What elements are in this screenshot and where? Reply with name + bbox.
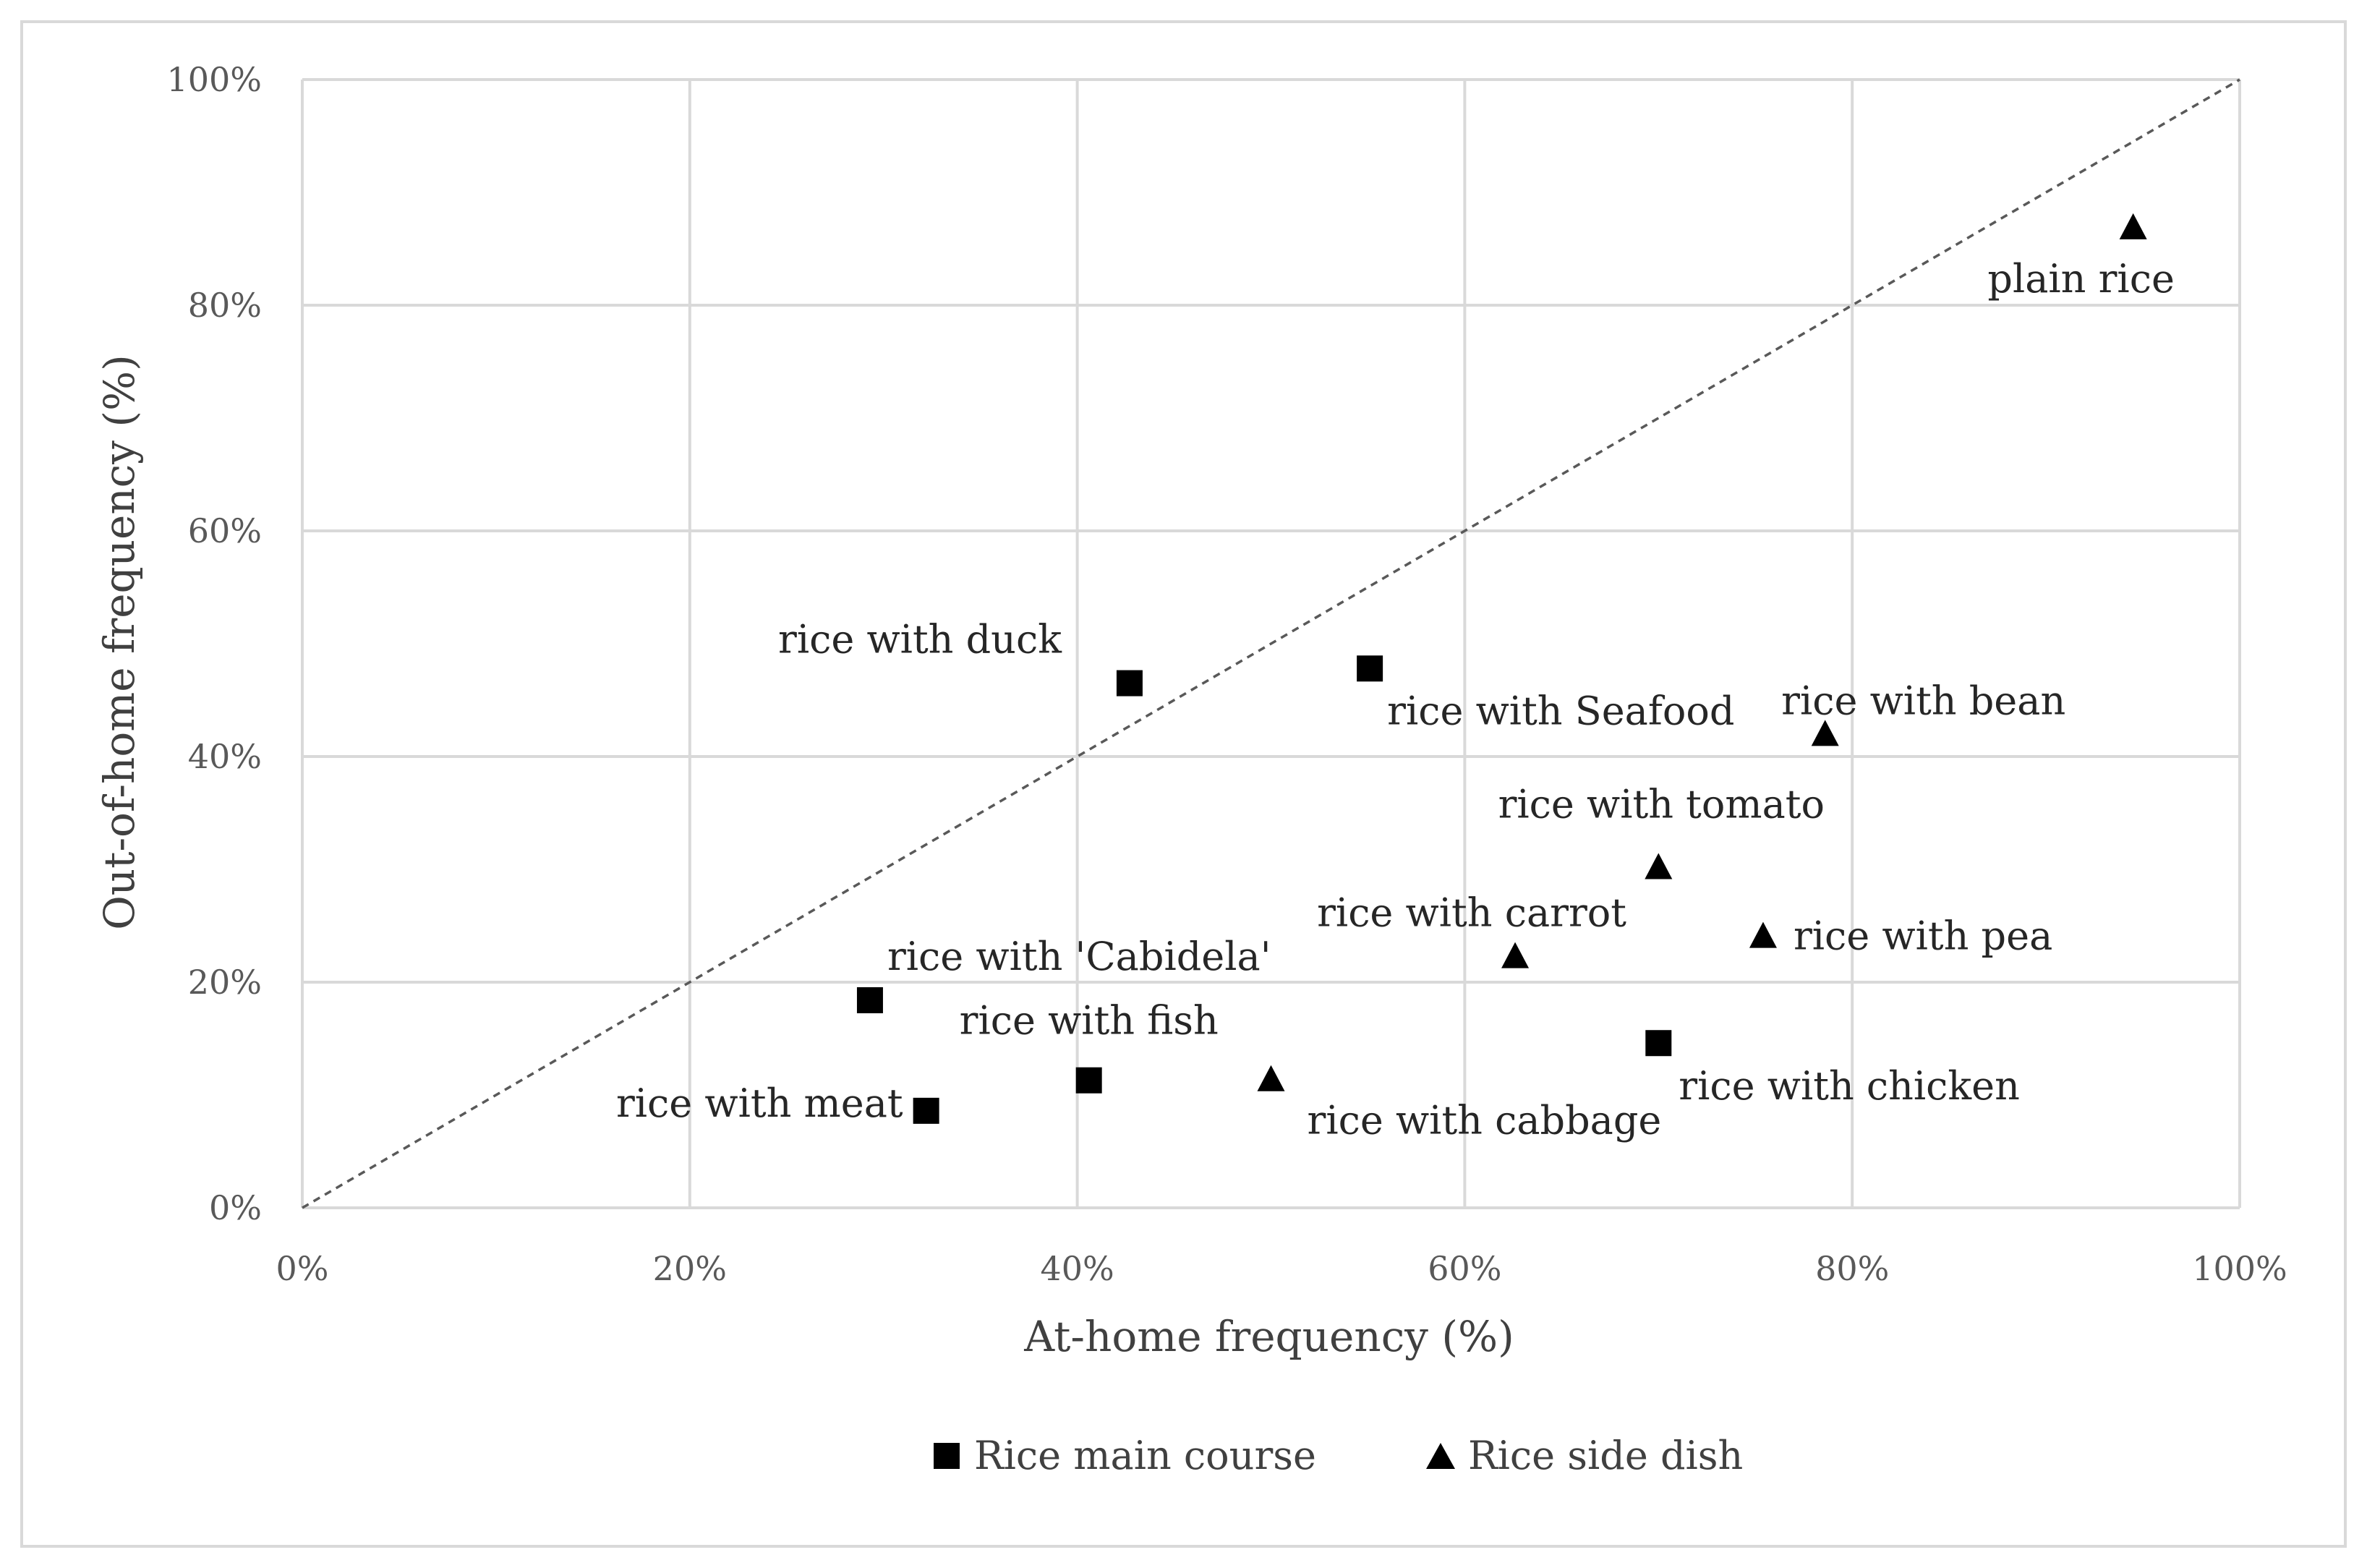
x-tick-label: 60% <box>1428 1249 1501 1288</box>
point-rice-with-duck <box>1116 670 1143 696</box>
x-axis-title: At-home frequency (%) <box>1023 1312 1514 1361</box>
point-rice-with-bean <box>1811 720 1839 746</box>
legend: Rice main course Rice side dish <box>934 1433 1743 1478</box>
x-tick-label: 40% <box>1040 1249 1114 1288</box>
y-tick-label: 100% <box>166 60 262 99</box>
label-rice-with-cabbage: rice with cabbage <box>1308 1098 1662 1143</box>
label-plain-rice: plain rice <box>1987 256 2175 302</box>
point-labels: rice with duck rice with Seafood rice with… <box>616 256 2175 1143</box>
legend-swatch-main-course <box>934 1443 960 1469</box>
y-tick-label: 40% <box>188 737 262 776</box>
data-points <box>856 213 2147 1124</box>
point-rice-with-seafood <box>1357 655 1383 682</box>
x-tick-label: 0% <box>276 1249 329 1288</box>
reference-line <box>302 78 2240 1209</box>
point-rice-with-chicken <box>1645 1030 1672 1057</box>
label-rice-with-carrot: rice with carrot <box>1317 890 1626 936</box>
label-rice-with-meat: rice with meat <box>616 1081 903 1126</box>
point-plain-rice <box>2119 213 2147 239</box>
point-rice-with-carrot <box>1501 942 1530 968</box>
y-tick-label: 0% <box>209 1188 262 1227</box>
x-tick-label: 100% <box>2192 1249 2287 1288</box>
label-rice-with-tomato: rice with tomato <box>1498 781 1825 827</box>
x-tick-label: 80% <box>1815 1249 1889 1288</box>
legend-label-main-course: Rice main course <box>974 1433 1316 1478</box>
point-rice-with-meat <box>913 1097 939 1124</box>
y-tick-label: 20% <box>188 963 262 1002</box>
point-rice-with-pea <box>1749 921 1777 948</box>
tick-labels: 0% 20% 40% 60% 80% 100% 0% 20% 40% 60% 80% 100% <box>166 60 2287 1288</box>
label-rice-with-chicken: rice with chicken <box>1679 1063 2020 1109</box>
y-tick-label: 60% <box>188 511 262 550</box>
legend-swatch-side-dish <box>1426 1443 1455 1469</box>
label-rice-with-bean: rice with bean <box>1781 678 2065 723</box>
x-tick-label: 20% <box>653 1249 727 1288</box>
y-axis-title: Out-of-home frequency (%) <box>95 354 144 930</box>
label-rice-with-cabidela: rice with 'Cabidela' <box>887 934 1271 979</box>
label-rice-with-duck: rice with duck <box>778 617 1062 662</box>
grid <box>301 78 2241 1209</box>
point-rice-with-cabidela <box>856 987 883 1013</box>
label-rice-with-fish: rice with fish <box>960 998 1219 1044</box>
label-rice-with-pea: rice with pea <box>1794 913 2052 959</box>
point-rice-with-tomato <box>1645 853 1673 879</box>
reference-line-layer <box>302 78 2240 1209</box>
point-rice-with-fish <box>1075 1067 1102 1094</box>
label-rice-with-seafood: rice with Seafood <box>1387 688 1734 733</box>
point-rice-with-cabbage <box>1257 1065 1285 1091</box>
y-tick-label: 80% <box>188 286 262 325</box>
chart-frame <box>20 20 2347 1548</box>
legend-label-side-dish: Rice side dish <box>1468 1433 1743 1478</box>
